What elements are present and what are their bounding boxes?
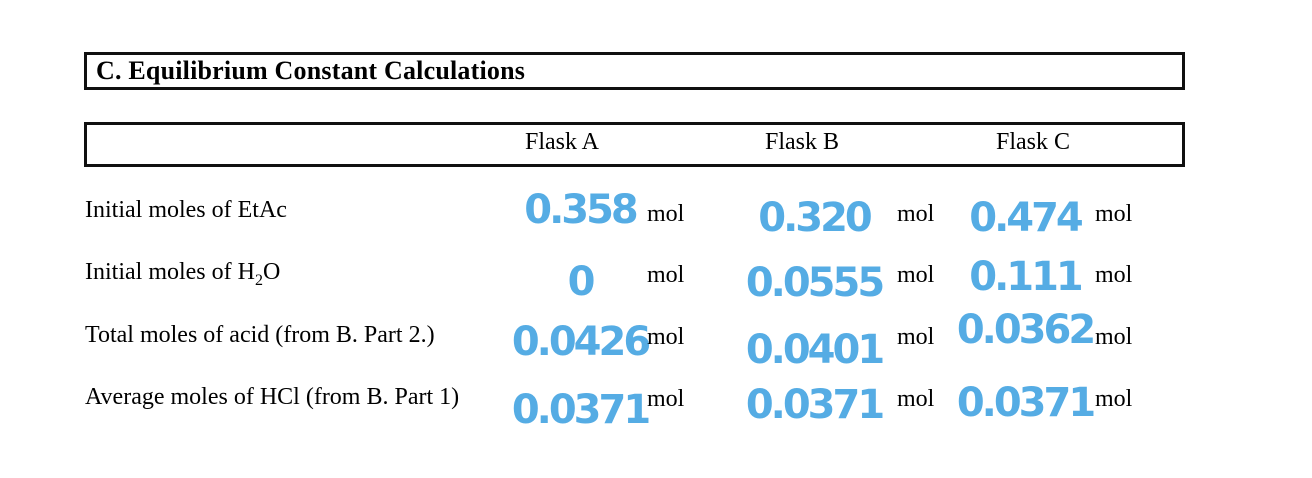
- unit-label: mol: [897, 386, 935, 412]
- row-label-subscript: 2: [254, 271, 263, 289]
- unit-label: mol: [647, 386, 685, 412]
- column-header-flask-a: Flask A: [525, 129, 600, 155]
- value-average-hcl-flask-b[interactable]: 0.0371: [745, 382, 885, 428]
- row-label-text: Average moles of HCl (from B. Part 1): [85, 384, 460, 410]
- row-label-initial-etac: Initial moles of EtAc: [85, 197, 287, 224]
- section-title: C. Equilibrium Constant Calculations: [96, 56, 526, 85]
- value-average-hcl-flask-a[interactable]: 0.0371: [511, 387, 651, 433]
- value-initial-h2o-flask-c[interactable]: 0.111: [969, 254, 1084, 300]
- unit-label: mol: [1095, 262, 1133, 288]
- value-total-acid-flask-b[interactable]: 0.0401: [745, 327, 885, 373]
- value-total-acid-flask-c[interactable]: 0.0362: [956, 307, 1096, 353]
- unit-label: mol: [897, 324, 935, 350]
- unit-label: mol: [647, 324, 685, 350]
- table-header-box: Flask A Flask B Flask C: [84, 122, 1185, 167]
- unit-label: mol: [1095, 324, 1133, 350]
- value-initial-etac-flask-c[interactable]: 0.474: [969, 195, 1084, 241]
- value-initial-h2o-flask-b[interactable]: 0.0555: [745, 260, 885, 306]
- value-total-acid-flask-a[interactable]: 0.0426: [511, 319, 651, 365]
- unit-label: mol: [647, 201, 685, 227]
- row-label-text-post: O: [262, 259, 281, 285]
- unit-label: mol: [647, 262, 685, 288]
- value-initial-etac-flask-a[interactable]: 0.358: [524, 187, 639, 233]
- row-label-text: Initial moles of EtAc: [85, 197, 287, 223]
- row-label-text: Initial moles of H: [85, 259, 255, 285]
- column-header-flask-c: Flask C: [996, 129, 1071, 155]
- value-initial-etac-flask-b[interactable]: 0.320: [758, 195, 873, 241]
- unit-label: mol: [1095, 386, 1133, 412]
- section-title-box: C. Equilibrium Constant Calculations: [84, 52, 1185, 90]
- row-label-average-hcl: Average moles of HCl (from B. Part 1): [85, 384, 459, 411]
- unit-label: mol: [1095, 201, 1133, 227]
- value-average-hcl-flask-c[interactable]: 0.0371: [956, 380, 1096, 426]
- value-initial-h2o-flask-a[interactable]: 0: [567, 259, 596, 305]
- unit-label: mol: [897, 201, 935, 227]
- row-label-initial-h2o: Initial moles of H2O: [85, 259, 281, 289]
- row-label-total-acid: Total moles of acid (from B. Part 2.): [85, 322, 435, 349]
- unit-label: mol: [897, 262, 935, 288]
- column-header-flask-b: Flask B: [765, 129, 840, 155]
- row-label-text: Total moles of acid (from B. Part 2.): [85, 322, 435, 348]
